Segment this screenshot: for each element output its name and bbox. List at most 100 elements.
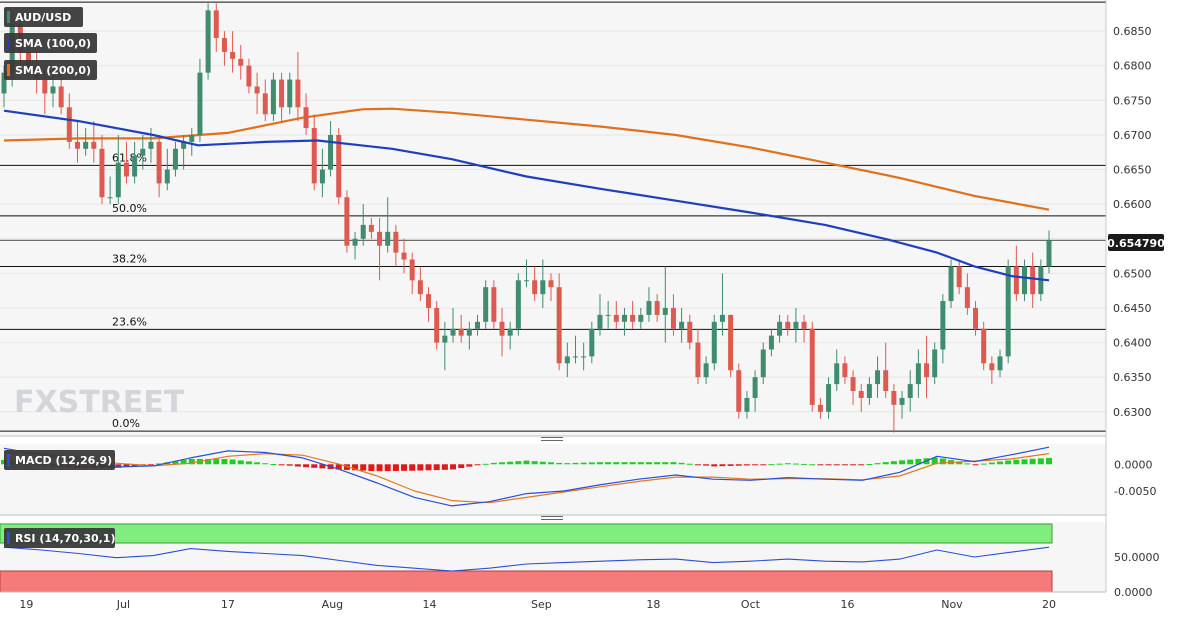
rsi-y-tick-label: 50.0000 xyxy=(1114,551,1160,564)
x-tick-label: Oct xyxy=(741,598,761,611)
candle-body xyxy=(858,391,864,398)
y-tick-label: 0.6700 xyxy=(1113,129,1152,142)
macd-histogram-bar xyxy=(392,464,399,471)
candle-body xyxy=(915,363,921,385)
macd-histogram-bar xyxy=(890,461,897,465)
candle-body xyxy=(866,384,872,398)
candle xyxy=(662,266,668,343)
fib-level-label: 100.0% xyxy=(112,0,154,1)
x-tick-label: 19 xyxy=(19,598,33,611)
macd-histogram-bar xyxy=(221,458,228,465)
panel-resize-handle[interactable] xyxy=(541,516,563,520)
legend-rsi-label: RSI (14,70,30,1) xyxy=(15,532,115,545)
macd-histogram-bar xyxy=(172,461,179,465)
candle-body xyxy=(491,287,497,322)
candle xyxy=(817,397,823,419)
candle-body xyxy=(83,141,89,149)
candle-body xyxy=(156,141,162,184)
candle-body xyxy=(670,307,676,329)
candle xyxy=(507,321,513,350)
y-tick-label: 0.6450 xyxy=(1113,302,1152,315)
macd-histogram-bar xyxy=(931,457,938,465)
macd-histogram-bar xyxy=(1013,459,1020,465)
candle-body xyxy=(246,65,252,87)
candle-body xyxy=(319,169,325,184)
legend-main-symbol[interactable]: AUD/USD xyxy=(4,7,83,27)
y-tick-label: 0.6500 xyxy=(1113,267,1152,280)
macd-histogram-bar xyxy=(384,464,391,472)
candle-body xyxy=(409,259,415,281)
candle xyxy=(940,294,946,364)
candle xyxy=(213,3,219,52)
candle-body xyxy=(50,86,56,94)
candle xyxy=(336,128,342,205)
macd-histogram-bar xyxy=(972,464,979,466)
legend-sma100[interactable]: SMA (100,0) xyxy=(4,33,97,53)
candle xyxy=(287,72,293,115)
macd-histogram-bar xyxy=(833,464,840,466)
macd-histogram-bar xyxy=(670,462,677,465)
candle-body xyxy=(842,363,848,378)
candle xyxy=(123,141,129,184)
x-tick-label: Nov xyxy=(941,598,963,611)
candle xyxy=(899,391,905,419)
rsi-oversold-zone xyxy=(0,570,1053,593)
candle-body xyxy=(238,58,244,66)
panel-resize-handle[interactable] xyxy=(541,437,563,441)
candle xyxy=(319,148,325,198)
candle-body xyxy=(540,280,546,295)
macd-histogram-bar xyxy=(286,464,293,466)
candle xyxy=(368,218,374,239)
candle xyxy=(189,128,195,156)
macd-histogram-bar xyxy=(817,464,824,466)
macd-histogram-bar xyxy=(507,461,514,465)
candle xyxy=(295,51,301,122)
candle-body xyxy=(891,391,897,405)
candle xyxy=(197,58,203,142)
candle xyxy=(760,342,766,385)
candle xyxy=(393,224,399,267)
candle xyxy=(426,287,432,322)
candle-body xyxy=(850,377,856,392)
candle-body xyxy=(475,321,481,329)
legend-rsi[interactable]: RSI (14,70,30,1) xyxy=(4,528,115,548)
macd-histogram-bar xyxy=(915,458,922,465)
candle xyxy=(483,280,489,329)
candle-body xyxy=(687,321,693,343)
candle-body xyxy=(605,314,611,316)
legend-sma100-label: SMA (100,0) xyxy=(15,37,91,50)
candle xyxy=(907,370,913,412)
candle xyxy=(613,301,619,329)
macd-histogram-bar xyxy=(360,464,367,471)
macd-histogram-bar xyxy=(433,464,440,471)
y-tick-label: 0.6850 xyxy=(1113,25,1152,38)
candle xyxy=(752,370,758,412)
candle-body xyxy=(91,141,97,149)
candle xyxy=(172,141,178,177)
fib-level-label: 38.2% xyxy=(112,252,147,265)
macd-histogram-bar xyxy=(719,464,726,467)
candle-body xyxy=(148,141,154,149)
legend-sma200[interactable]: SMA (200,0) xyxy=(4,60,97,80)
candle-body xyxy=(311,128,317,184)
candle xyxy=(409,252,415,295)
candle-body xyxy=(826,384,832,412)
y-tick-label: 0.6750 xyxy=(1113,94,1152,107)
candle xyxy=(875,356,881,398)
candle-body xyxy=(426,294,432,308)
candle-body xyxy=(736,370,742,412)
macd-histogram-bar xyxy=(1029,458,1036,465)
candle-body xyxy=(401,252,407,260)
macd-histogram-bar xyxy=(809,464,816,466)
candle-body xyxy=(164,169,170,184)
macd-histogram-bar xyxy=(825,464,832,466)
candle xyxy=(834,349,840,392)
y-tick-label: 0.6300 xyxy=(1113,406,1152,419)
macd-histogram-bar xyxy=(335,464,342,470)
macd-histogram-bar xyxy=(907,459,914,465)
candle-body xyxy=(189,134,195,142)
candle xyxy=(548,273,554,302)
candle-body xyxy=(368,224,374,232)
legend-macd[interactable]: MACD (12,26,9) xyxy=(4,450,115,470)
candle-body xyxy=(499,321,505,336)
